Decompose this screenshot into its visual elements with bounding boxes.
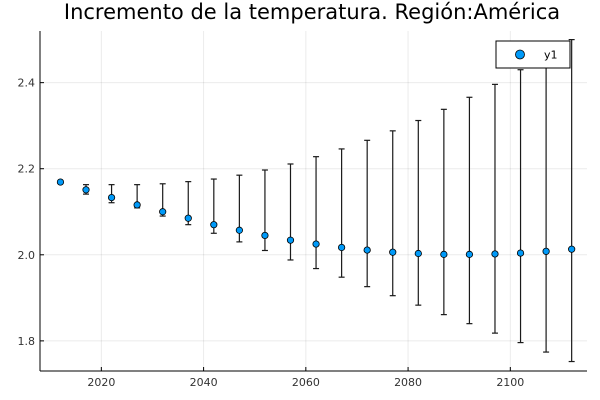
error-bars bbox=[57, 39, 575, 363]
y-tick-label: 2.4 bbox=[18, 77, 36, 90]
data-points bbox=[56, 178, 576, 258]
data-point bbox=[312, 240, 320, 248]
data-point bbox=[286, 236, 295, 244]
error-bar bbox=[568, 39, 575, 363]
data-point bbox=[542, 247, 550, 255]
error-bar bbox=[440, 108, 447, 316]
chart-title: Incremento de la temperatura. Región:Amé… bbox=[64, 0, 560, 24]
error-bar bbox=[491, 83, 498, 334]
legend-box bbox=[495, 40, 571, 69]
error-bar bbox=[543, 54, 550, 353]
data-point bbox=[568, 245, 576, 253]
data-point bbox=[235, 226, 243, 234]
data-point bbox=[261, 231, 269, 240]
error-bar bbox=[313, 156, 320, 270]
error-bar bbox=[389, 130, 396, 297]
data-point bbox=[133, 201, 141, 209]
x-tick-label: 2040 bbox=[190, 376, 218, 389]
data-point bbox=[516, 249, 525, 257]
data-point bbox=[465, 250, 474, 258]
grid bbox=[40, 31, 587, 371]
data-point bbox=[159, 208, 167, 216]
x-tick-label: 2080 bbox=[394, 376, 422, 389]
error-bar bbox=[287, 163, 294, 261]
axes bbox=[39, 31, 587, 372]
error-bar bbox=[338, 148, 345, 278]
data-point bbox=[184, 214, 192, 222]
x-tick-label: 2060 bbox=[292, 376, 320, 389]
y-tick-label: 2.2 bbox=[18, 163, 36, 176]
error-bar bbox=[364, 139, 371, 288]
data-point bbox=[491, 250, 499, 258]
error-bar bbox=[466, 96, 473, 325]
x-tick-label: 2020 bbox=[87, 376, 115, 389]
data-point bbox=[414, 249, 422, 258]
legend-marker bbox=[515, 49, 525, 60]
error-bar bbox=[415, 119, 422, 306]
data-point bbox=[56, 178, 65, 186]
y-tick-label: 1.8 bbox=[18, 335, 36, 348]
y-tick-label: 2.0 bbox=[18, 249, 36, 262]
data-point bbox=[210, 221, 218, 229]
legend: y1 bbox=[495, 40, 571, 69]
data-point bbox=[338, 243, 346, 252]
data-point bbox=[82, 186, 90, 194]
data-point bbox=[363, 246, 371, 254]
data-point bbox=[107, 193, 116, 202]
tick-labels: 2020 2040 2060 2080 2100 1.8 2.0 2.2 2.4 bbox=[18, 77, 525, 389]
error-bar bbox=[517, 69, 524, 344]
data-point bbox=[440, 250, 448, 258]
x-tick-label: 2100 bbox=[496, 376, 524, 389]
data-point bbox=[389, 248, 397, 256]
legend-label-y1: y1 bbox=[544, 49, 558, 62]
